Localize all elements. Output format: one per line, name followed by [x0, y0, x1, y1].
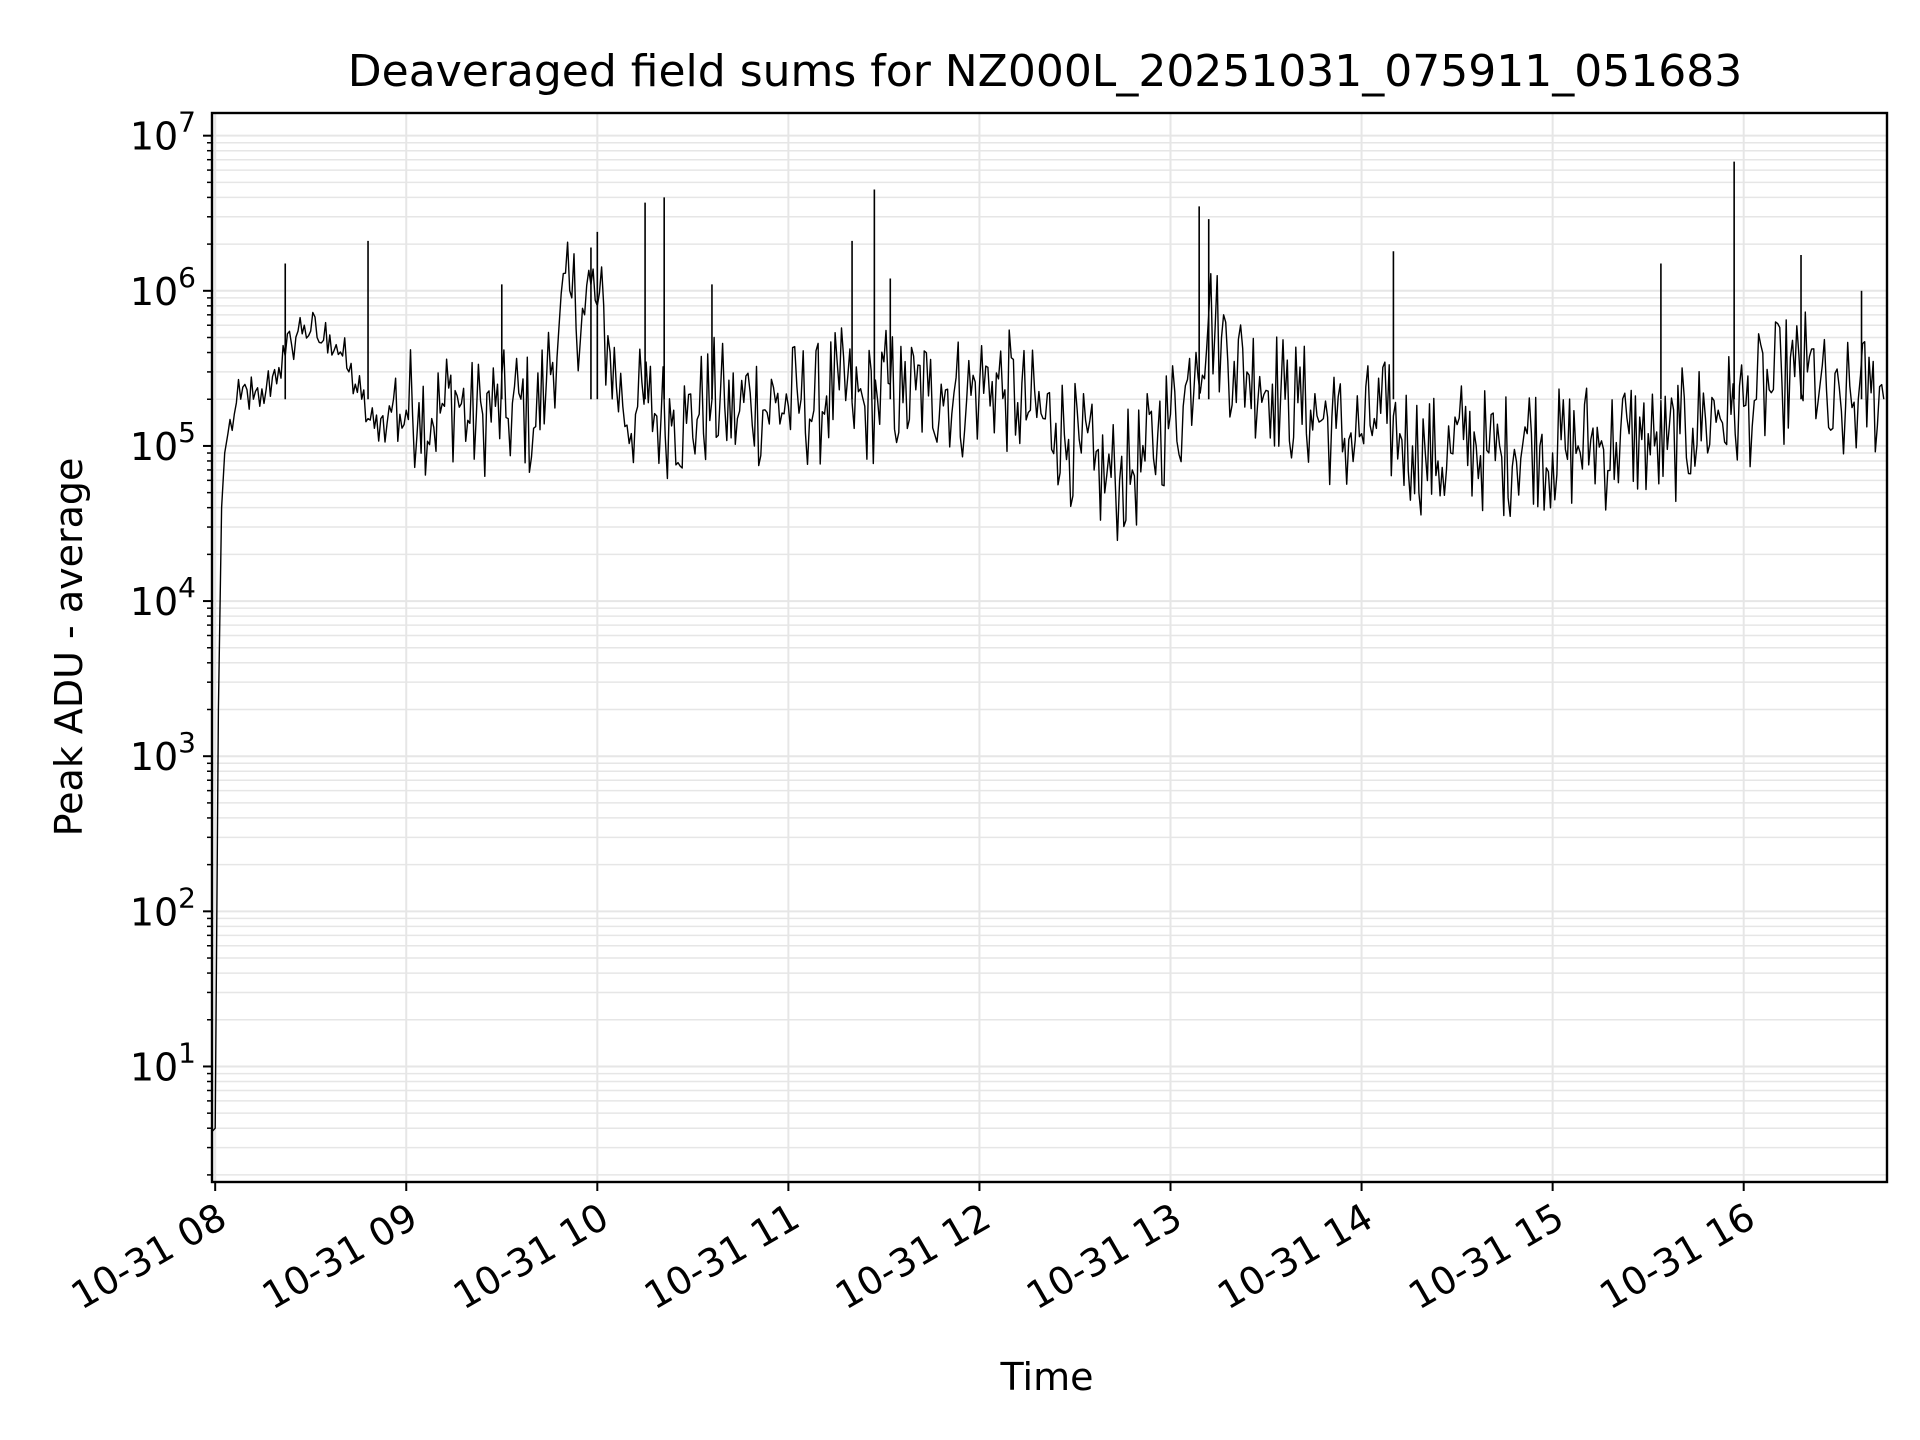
series-line — [211, 241, 1885, 1133]
x-tick-label: 10-31 10 — [446, 1195, 616, 1319]
y-tick-label: 101 — [130, 1036, 196, 1089]
chart-title: Deaveraged field sums for NZ000L_2025103… — [348, 46, 1742, 97]
x-tick-label: 10-31 14 — [1210, 1195, 1380, 1319]
y-tick-label: 103 — [130, 726, 196, 779]
y-axis-label: Peak ADU - average — [47, 458, 91, 837]
grid-lines — [212, 113, 1887, 1182]
y-tick-label: 102 — [130, 881, 196, 934]
x-tick-label: 10-31 08 — [64, 1195, 234, 1319]
x-tick-label: 10-31 13 — [1019, 1195, 1189, 1319]
x-tick-label: 10-31 16 — [1592, 1195, 1762, 1319]
y-tick-label: 107 — [130, 106, 196, 159]
x-axis-label: Time — [1000, 1355, 1094, 1399]
x-tick-label: 10-31 12 — [828, 1195, 998, 1319]
x-tick-label: 10-31 15 — [1401, 1195, 1571, 1319]
series-layer — [211, 161, 1885, 1133]
y-tick-label: 105 — [130, 416, 196, 469]
y-tick-label: 106 — [130, 261, 196, 314]
x-tick-label: 10-31 09 — [255, 1195, 425, 1319]
y-tick-label: 104 — [130, 571, 196, 624]
x-tick-label: 10-31 11 — [637, 1195, 807, 1319]
